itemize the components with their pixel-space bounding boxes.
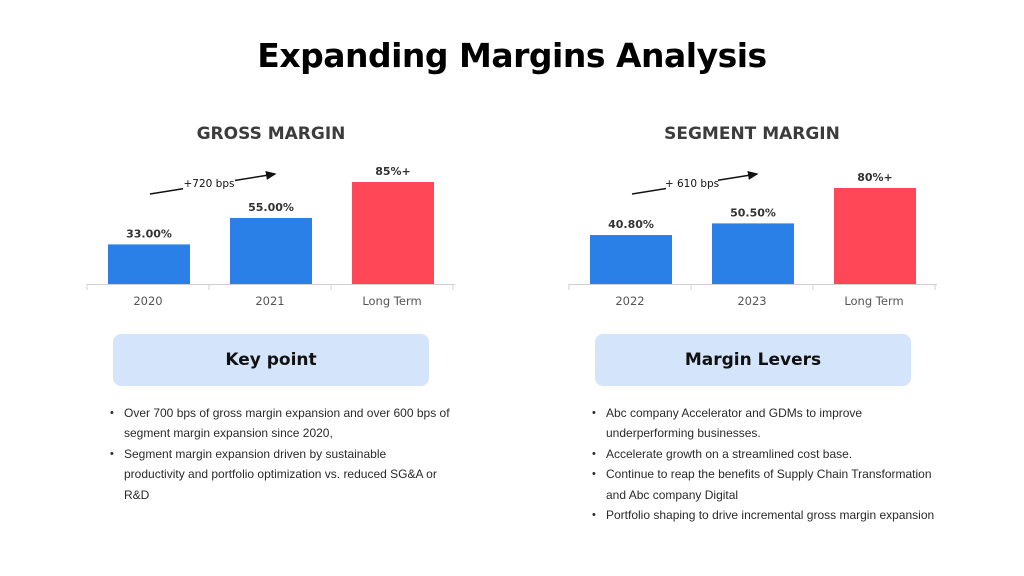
bar [590, 235, 672, 284]
annotation-label: + 610 bps [665, 178, 719, 190]
segment-margin-chart: 40.80% 2022 50.50% 2023 80%+ Long Term + 610 b… [568, 170, 937, 308]
segment-margin-panel: SEGMENT MARGIN 40.80% 2022 50.50% 2023 80%+ L… [512, 0, 1024, 576]
data-label: 85%+ [375, 165, 411, 178]
tick-label: 2021 [255, 294, 284, 308]
tick-label: 2022 [615, 294, 644, 308]
page-title: Expanding Margins Analysis [257, 36, 767, 75]
tick-label: Long Term [362, 294, 421, 308]
bullet-item: Portfolio shaping to drive incremental g… [592, 505, 952, 526]
annotation-label: +720 bps [184, 178, 235, 190]
data-label: 33.00% [126, 227, 172, 240]
tick-label: Long Term [844, 294, 903, 308]
bar [352, 182, 434, 284]
gross-margin-panel: GROSS MARGIN 33.00% 2020 55.00% 2021 85%+ Lon… [0, 0, 512, 576]
data-label: 40.80% [608, 218, 654, 231]
margin-levers-callout: Margin Levers [595, 334, 911, 386]
bullet-item: Over 700 bps of gross margin expansion a… [110, 403, 450, 444]
bullet-item: Segment margin expansion driven by susta… [110, 444, 450, 505]
segment-margin-chart-title: SEGMENT MARGIN [664, 124, 840, 144]
gross-margin-chart-title: GROSS MARGIN [196, 124, 346, 144]
bullet-item: Abc company Accelerator and GDMs to impr… [592, 403, 952, 444]
annotation-bg [666, 176, 718, 191]
margin-levers-bullets: Abc company Accelerator and GDMs to impr… [592, 403, 952, 526]
gross-margin-chart: 33.00% 2020 55.00% 2021 85%+ Long Term +720 bp… [86, 165, 455, 308]
bar [834, 188, 916, 284]
bar [108, 244, 190, 284]
bar [712, 223, 794, 284]
annotation-bg [183, 176, 235, 191]
tick-label: 2020 [133, 294, 162, 308]
tick-label: 2023 [737, 294, 766, 308]
data-label: 50.50% [730, 206, 776, 219]
bullet-item: Continue to reap the benefits of Supply … [592, 464, 952, 505]
data-label: 55.00% [248, 201, 294, 214]
key-point-bullets: Over 700 bps of gross margin expansion a… [110, 403, 450, 505]
bar [230, 218, 312, 284]
bullet-item: Accelerate growth on a streamlined cost … [592, 444, 952, 465]
key-point-callout: Key point [113, 334, 429, 386]
data-label: 80%+ [857, 171, 893, 184]
